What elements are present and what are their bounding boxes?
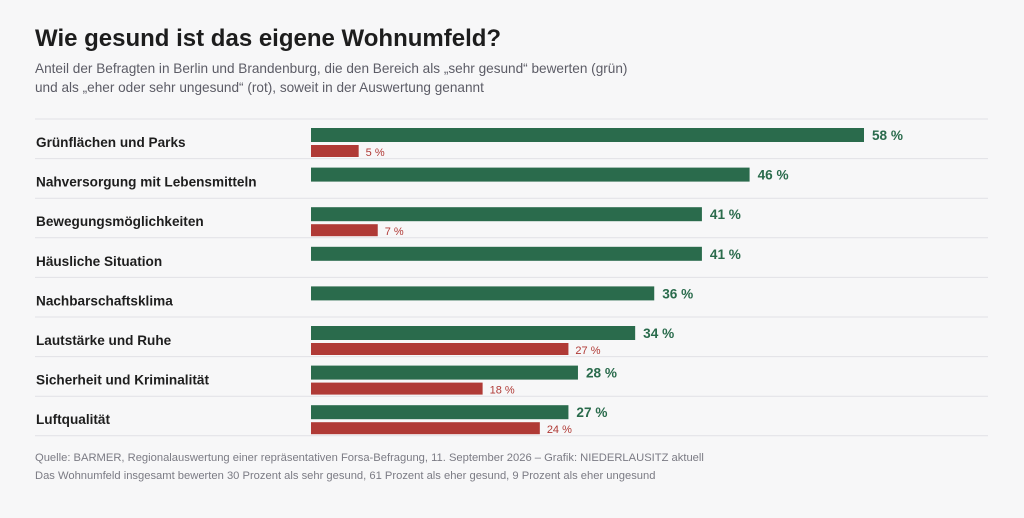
bar-sehr-gesund xyxy=(311,365,578,380)
chart-title: Wie gesund ist das eigene Wohnumfeld? xyxy=(35,25,502,52)
category-label: Sicherheit und Kriminalität xyxy=(36,373,209,388)
value-label-ungesund: 24 % xyxy=(547,424,572,436)
value-label-sehr-gesund: 27 % xyxy=(576,405,607,420)
footnote: Das Wohnumfeld insgesamt bewerten 30 Pro… xyxy=(35,470,656,482)
value-label-ungesund: 18 % xyxy=(490,385,515,397)
bar-ungesund xyxy=(311,343,569,355)
bar-sehr-gesund xyxy=(311,207,702,222)
bar-ungesund xyxy=(311,382,483,395)
category-label: Grünflächen und Parks xyxy=(36,135,186,150)
bar-ungesund xyxy=(311,422,540,435)
category-label: Nahversorgung mit Lebensmitteln xyxy=(36,175,257,190)
value-label-sehr-gesund: 41 % xyxy=(710,207,741,222)
chart-subtitle-line-1: Anteil der Befragten in Berlin und Brand… xyxy=(35,61,628,76)
bar-sehr-gesund xyxy=(311,326,636,340)
value-label-ungesund: 7 % xyxy=(385,226,404,238)
value-label-sehr-gesund: 58 % xyxy=(872,128,903,143)
category-label: Bewegungsmöglichkeiten xyxy=(36,214,204,229)
bar-sehr-gesund xyxy=(311,167,750,182)
bar-sehr-gesund xyxy=(311,405,569,420)
category-label: Luftqualität xyxy=(36,412,110,427)
source-note: Quelle: BARMER, Regionalauswertung einer… xyxy=(35,452,704,464)
value-label-ungesund: 5 % xyxy=(366,147,385,159)
bar-sehr-gesund xyxy=(311,246,702,261)
category-label: Häusliche Situation xyxy=(36,254,162,269)
bar-ungesund xyxy=(311,145,359,157)
value-label-sehr-gesund: 34 % xyxy=(643,326,674,341)
value-label-sehr-gesund: 46 % xyxy=(758,168,789,183)
value-label-sehr-gesund: 28 % xyxy=(586,366,617,381)
value-label-sehr-gesund: 36 % xyxy=(662,286,693,301)
bar-ungesund xyxy=(311,224,378,237)
bar-sehr-gesund xyxy=(311,128,864,142)
value-label-sehr-gesund: 41 % xyxy=(710,247,741,262)
value-label-ungesund: 27 % xyxy=(575,345,600,357)
category-label: Nachbarschaftsklima xyxy=(36,293,173,308)
chart-subtitle-line-2: und als „eher oder sehr ungesund“ (rot),… xyxy=(35,80,484,95)
bar-sehr-gesund xyxy=(311,286,655,301)
category-label: Lautstärke und Ruhe xyxy=(36,333,172,348)
